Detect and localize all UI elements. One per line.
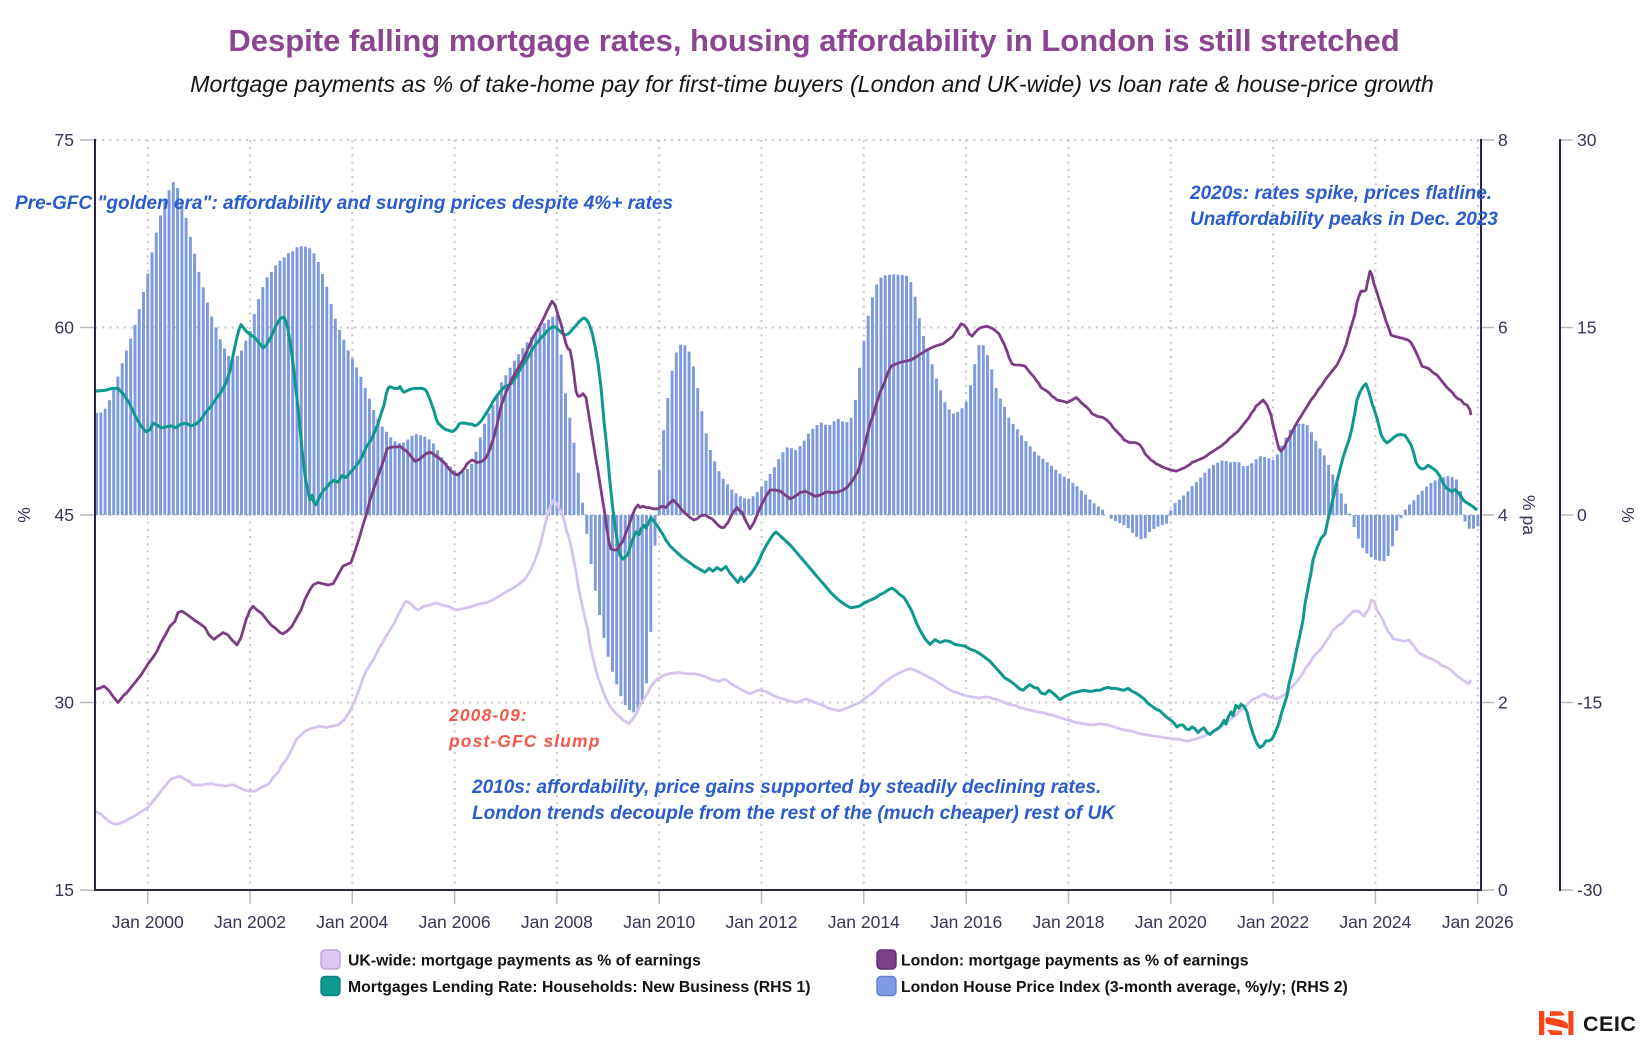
svg-text:-15: -15 <box>1577 693 1602 713</box>
svg-text:Jan 2016: Jan 2016 <box>930 912 1002 932</box>
svg-text:Mortgages Lending Rate: Househ: Mortgages Lending Rate: Households: New … <box>348 979 811 996</box>
svg-text:6: 6 <box>1498 318 1508 338</box>
svg-text:Jan 2008: Jan 2008 <box>521 912 593 932</box>
svg-text:CEIC: CEIC <box>1583 1012 1636 1036</box>
svg-text:75: 75 <box>55 130 74 150</box>
svg-text:0: 0 <box>1498 880 1508 900</box>
svg-text:2: 2 <box>1498 693 1508 713</box>
svg-text:post-GFC slump: post-GFC slump <box>448 731 601 751</box>
svg-text:Jan 2018: Jan 2018 <box>1032 912 1104 932</box>
svg-text:2008-09:: 2008-09: <box>448 705 528 725</box>
svg-text:2010s: affordability, price ga: 2010s: affordability, price gains suppor… <box>471 777 1101 798</box>
svg-text:Jan 2014: Jan 2014 <box>828 912 900 932</box>
svg-text:Jan 2010: Jan 2010 <box>623 912 695 932</box>
svg-text:Jan 2024: Jan 2024 <box>1339 912 1411 932</box>
svg-text:Unaffordability peaks in Dec.: Unaffordability peaks in Dec. 2023 <box>1190 209 1498 230</box>
svg-text:%: % <box>1618 507 1638 523</box>
svg-text:4: 4 <box>1498 505 1508 525</box>
svg-text:% pa: % pa <box>1519 495 1539 535</box>
svg-text:Jan 2022: Jan 2022 <box>1237 912 1309 932</box>
svg-text:London: mortgage payments as %: London: mortgage payments as % of earnin… <box>901 953 1249 970</box>
svg-text:45: 45 <box>55 505 74 525</box>
svg-text:-30: -30 <box>1577 880 1603 900</box>
svg-text:0: 0 <box>1577 505 1587 525</box>
svg-text:15: 15 <box>55 880 74 900</box>
svg-text:Despite falling mortgage rates: Despite falling mortgage rates, housing … <box>228 23 1399 58</box>
svg-text:Jan 2012: Jan 2012 <box>725 912 797 932</box>
svg-text:Jan 2026: Jan 2026 <box>1442 912 1514 932</box>
svg-text:London House Price Index (3-mo: London House Price Index (3-month averag… <box>901 979 1348 996</box>
svg-text:30: 30 <box>55 693 75 713</box>
svg-text:60: 60 <box>55 318 75 338</box>
svg-text:2020s: rates spike, prices fla: 2020s: rates spike, prices flatline. <box>1189 183 1492 204</box>
svg-text:Jan 2002: Jan 2002 <box>214 912 286 932</box>
svg-text:Jan 2020: Jan 2020 <box>1135 912 1207 932</box>
svg-text:Jan 2000: Jan 2000 <box>112 912 184 932</box>
svg-text:Jan 2006: Jan 2006 <box>419 912 491 932</box>
svg-text:Mortgage payments as % of take: Mortgage payments as % of take-home pay … <box>190 71 1434 97</box>
svg-text:Jan 2004: Jan 2004 <box>316 912 388 932</box>
svg-text:30: 30 <box>1577 130 1597 150</box>
svg-text:Pre-GFC "golden era": affordab: Pre-GFC "golden era": affordability and … <box>15 193 673 214</box>
svg-text:UK-wide: mortgage payments as: UK-wide: mortgage payments as % of earni… <box>348 953 701 970</box>
svg-text:%: % <box>14 507 34 523</box>
svg-text:London trends decouple from th: London trends decouple from the rest of … <box>472 803 1116 824</box>
svg-text:8: 8 <box>1498 130 1508 150</box>
svg-text:15: 15 <box>1577 318 1596 338</box>
